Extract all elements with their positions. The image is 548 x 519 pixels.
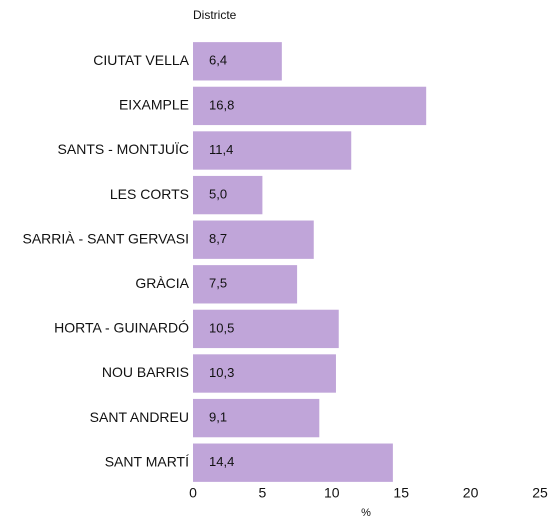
data-label: 16,8 [209, 97, 234, 112]
bar [193, 86, 427, 126]
bar [193, 398, 320, 438]
bar [193, 220, 314, 259]
data-label: 8,7 [209, 231, 227, 246]
y-tick-label: SANT ANDREU [90, 409, 189, 425]
data-label: 6,4 [209, 53, 227, 68]
y-tick-label: SANTS - MONTJUÏC [58, 141, 189, 157]
x-tick-label: 10 [324, 485, 340, 501]
data-label: 10,3 [209, 365, 234, 380]
y-tick-label: CIUTAT VELLA [93, 52, 189, 68]
data-label: 10,5 [209, 320, 234, 335]
bar [193, 131, 352, 170]
data-label: 5,0 [209, 187, 227, 202]
bar [193, 354, 336, 393]
data-label: 9,1 [209, 410, 227, 425]
bar [193, 309, 339, 349]
bar [193, 42, 282, 81]
y-tick-label: EIXAMPLE [119, 97, 189, 113]
x-tick-label: 15 [393, 485, 409, 501]
y-tick-label: HORTA - GUINARDÓ [54, 320, 189, 336]
x-tick-label: 25 [532, 485, 548, 501]
y-tick-label: GRÀCIA [135, 275, 189, 291]
y-tick-label: SARRIÀ - SANT GERVASI [23, 230, 190, 246]
data-label: 11,4 [209, 142, 233, 157]
y-tick-label: NOU BARRIS [102, 364, 189, 380]
y-tick-label: SANT MARTÍ [105, 453, 189, 469]
data-label: 14,4 [209, 454, 234, 469]
x-tick-label: 20 [463, 485, 479, 501]
y-axis-title: Districte [193, 8, 237, 22]
bar [193, 443, 393, 482]
x-axis-title: % [361, 507, 371, 519]
x-tick-label: 5 [259, 485, 267, 501]
x-tick-label: 0 [189, 485, 197, 501]
bar [193, 175, 263, 215]
bar [193, 265, 298, 304]
data-label: 7,5 [209, 276, 227, 291]
y-tick-label: LES CORTS [110, 186, 189, 202]
